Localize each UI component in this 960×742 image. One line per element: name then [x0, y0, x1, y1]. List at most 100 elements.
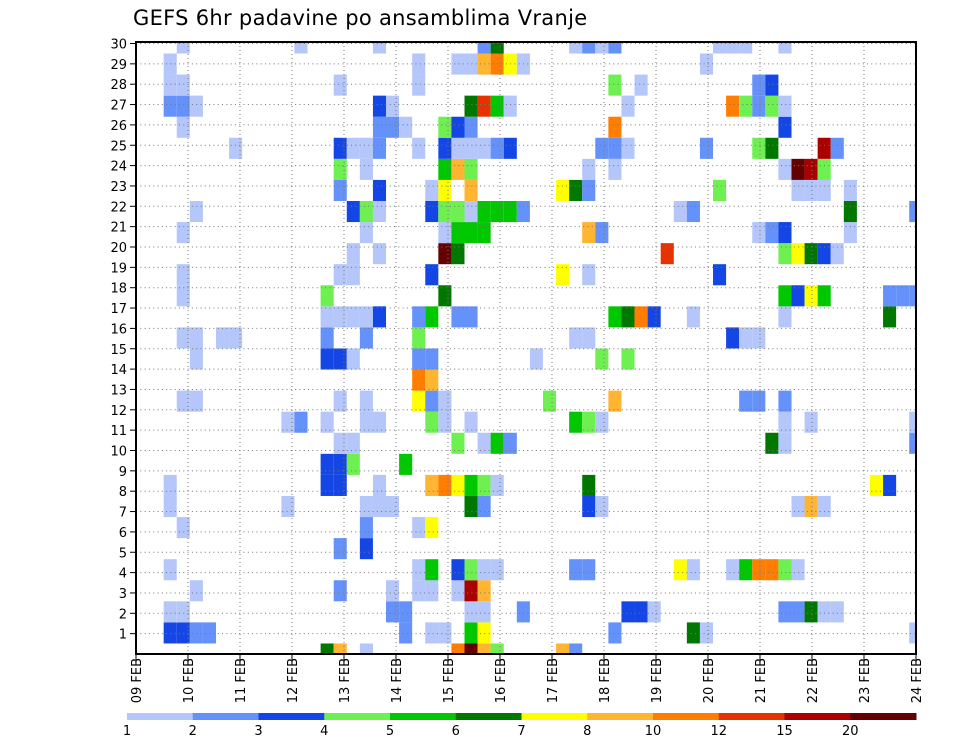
heatmap-cell — [438, 474, 452, 496]
heatmap-cell — [490, 200, 504, 223]
heatmap-cell — [569, 327, 583, 349]
colorbar-label: 6 — [452, 724, 460, 739]
heatmap-cell — [686, 559, 700, 581]
heatmap-cell — [163, 495, 177, 518]
heatmap-cell — [883, 474, 897, 496]
heatmap-cell — [791, 285, 805, 307]
heatmap-cell — [333, 264, 347, 286]
heatmap-cell — [817, 243, 831, 265]
colorbar-legend: 1 2 3 4 5 6 7 8 10 12 15 20 — [123, 713, 917, 739]
heatmap-cell — [582, 179, 596, 201]
heatmap-cell — [582, 411, 596, 433]
heatmap-cell — [176, 622, 190, 644]
heatmap-cell — [346, 243, 360, 265]
heatmap-cell — [765, 95, 779, 117]
heatmap-cell — [359, 517, 373, 539]
heatmap-cell — [176, 327, 190, 349]
heatmap-cell — [595, 348, 609, 370]
heatmap-cell — [556, 264, 570, 286]
colorbar-swatch — [718, 713, 785, 720]
heatmap-cell — [909, 411, 916, 433]
heatmap-cell — [346, 306, 360, 328]
heatmap-cell — [582, 559, 596, 581]
heatmap-cell — [451, 243, 465, 265]
heatmap-cell — [333, 580, 347, 602]
heatmap-cell — [320, 327, 334, 349]
heatmap-cell — [451, 158, 465, 180]
colorbar-label: 5 — [386, 724, 394, 739]
heatmap-cell — [412, 559, 426, 581]
heatmap-cell — [804, 243, 818, 265]
heatmap-cell — [438, 243, 452, 265]
heatmap-cell — [438, 285, 452, 307]
heatmap-cell — [372, 243, 387, 265]
heatmap-cell — [412, 580, 426, 602]
heatmap-cell — [386, 95, 400, 117]
heatmap-cell — [608, 137, 622, 159]
heatmap-cell — [516, 601, 530, 623]
heatmap-cell — [425, 306, 439, 328]
heatmap-cell — [752, 327, 766, 349]
heatmap-cell — [464, 622, 478, 644]
heatmap-cell — [804, 158, 818, 180]
heatmap-cell — [726, 559, 740, 581]
heatmap-cell — [438, 137, 452, 159]
heatmap-cell — [359, 411, 373, 433]
heatmap-cell — [359, 495, 373, 518]
y-tick-label: 9 — [119, 465, 127, 480]
heatmap-cell — [333, 74, 347, 96]
heatmap-cell — [804, 495, 818, 518]
y-tick-label: 3 — [119, 587, 127, 602]
y-tick-label: 7 — [119, 506, 127, 521]
heatmap-cell — [176, 517, 190, 539]
x-tick-label: 20 FEB — [702, 658, 717, 703]
x-tick-label: 11 FEB — [234, 658, 249, 703]
heatmap-cell — [817, 137, 831, 159]
heatmap-cell — [320, 643, 334, 654]
heatmap-cell — [215, 327, 230, 349]
heatmap-cell — [333, 137, 347, 159]
x-tick-label: 19 FEB — [650, 658, 665, 703]
heatmap-cell — [608, 622, 622, 644]
heatmap-cell — [713, 42, 727, 54]
heatmap-cell — [595, 137, 609, 159]
heatmap-cells — [163, 42, 916, 654]
heatmap-cell — [739, 95, 753, 117]
heatmap-cell — [176, 264, 190, 286]
heatmap-cell — [817, 601, 831, 623]
heatmap-cell — [477, 42, 491, 54]
heatmap-cell — [359, 538, 373, 560]
heatmap-cell — [817, 495, 831, 518]
heatmap-cell — [229, 327, 243, 349]
heatmap-cell — [451, 474, 465, 496]
heatmap-cell — [569, 42, 583, 54]
x-tick-label: 16 FEB — [494, 658, 509, 703]
heatmap-cell — [542, 390, 557, 412]
heatmap-cell — [359, 327, 373, 349]
heatmap-cell — [189, 200, 203, 223]
y-tick-label: 28 — [110, 78, 127, 93]
heatmap-cell — [595, 495, 609, 518]
y-tick-label: 21 — [110, 221, 127, 236]
heatmap-cell — [412, 74, 426, 96]
heatmap-cell — [333, 348, 347, 370]
x-tick-label: 09 FEB — [130, 658, 145, 703]
heatmap-cell — [189, 327, 203, 349]
heatmap-cell — [163, 95, 177, 117]
heatmap-cell — [477, 137, 491, 159]
heatmap-cell — [726, 42, 740, 54]
heatmap-cell — [163, 622, 177, 644]
colorbar-swatch — [324, 713, 391, 720]
heatmap-cell — [320, 453, 334, 475]
heatmap-cell — [647, 306, 661, 328]
y-tick-label: 13 — [110, 383, 127, 398]
heatmap-cell — [477, 474, 491, 496]
heatmap-cell — [359, 306, 373, 328]
heatmap-cell — [595, 411, 609, 433]
heatmap-cell — [752, 95, 766, 117]
heatmap-cell — [189, 622, 203, 644]
heatmap-cell — [359, 643, 373, 654]
heatmap-cell — [843, 200, 857, 223]
y-tick-label: 15 — [110, 343, 127, 358]
